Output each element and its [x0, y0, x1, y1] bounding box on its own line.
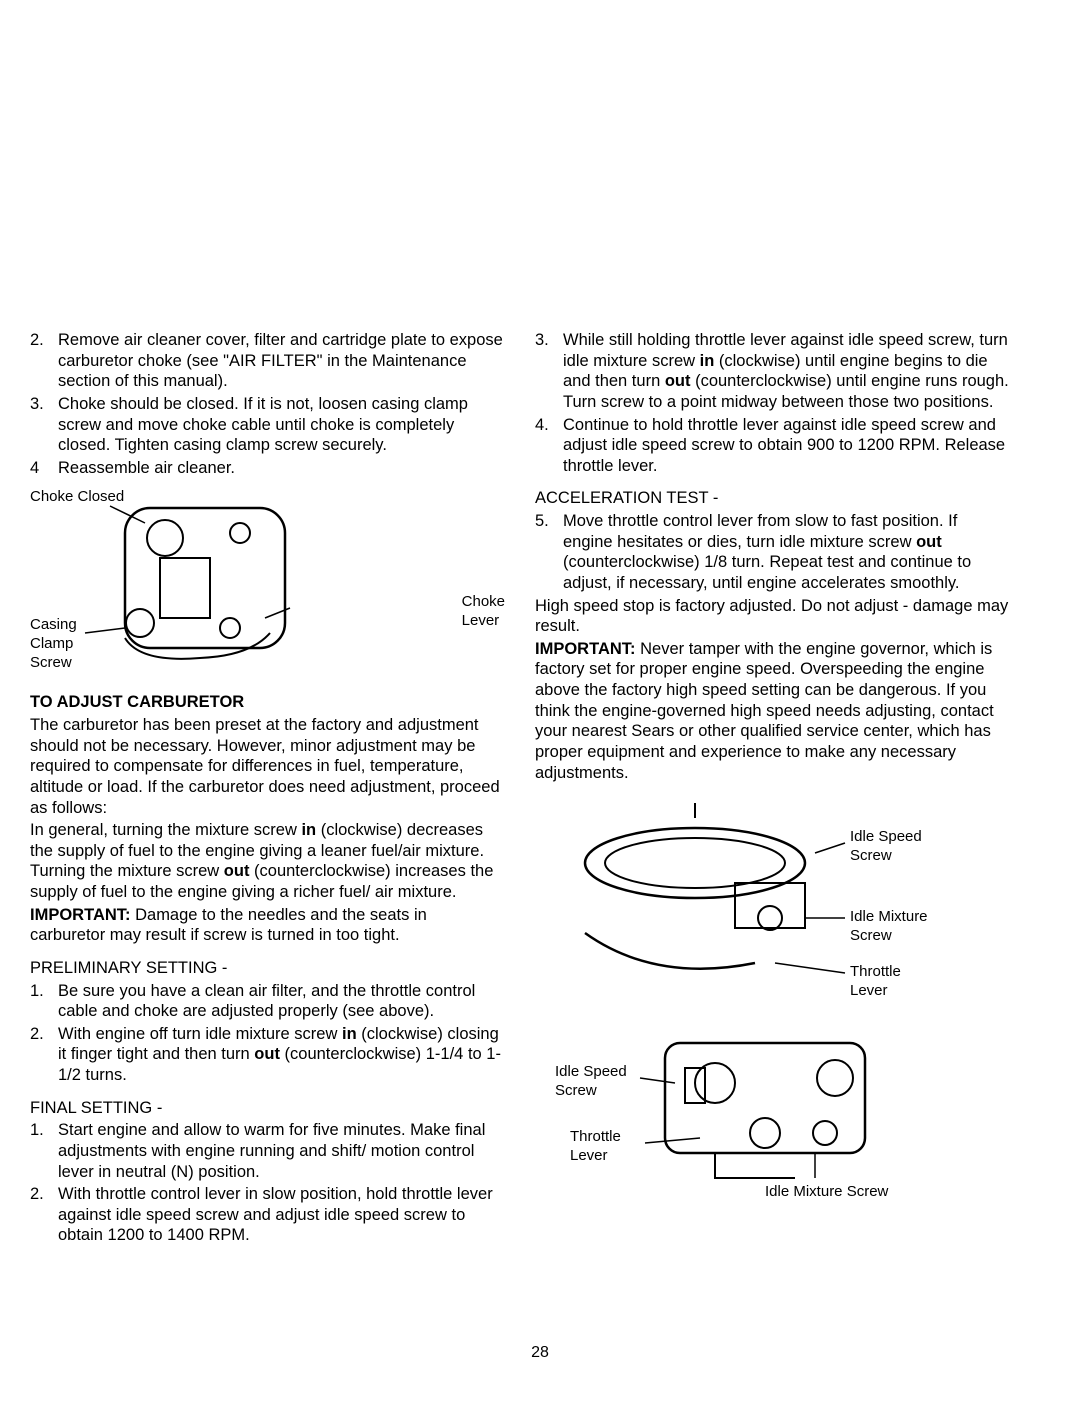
left-list-a: 2. Remove air cleaner cover, filter and … [30, 330, 505, 478]
heading-adjust-carburetor: TO ADJUST CARBURETOR [30, 692, 505, 713]
acceleration-test-heading: ACCELERATION TEST - [535, 488, 1010, 509]
list-item: 5. Move throttle control lever from slow… [535, 511, 1010, 594]
carburetor-top-diagram: Idle Speed Screw Idle Mixture Screw Thro… [535, 803, 1010, 1003]
para-important-governor: IMPORTANT: Never tamper with the engine … [535, 639, 1010, 783]
list-item: 1. Be sure you have a clean air filter, … [30, 981, 505, 1022]
list-item: 3. While still holding throttle lever ag… [535, 330, 1010, 413]
list-number: 2. [30, 1184, 58, 1246]
label-idle-speed-screw: Idle Speed Screw [555, 1063, 627, 1101]
right-column: 3. While still holding throttle lever ag… [535, 330, 1020, 1248]
label-idle-mixture-screw: Idle Mixture Screw [765, 1183, 888, 1202]
list-text: Choke should be closed. If it is not, lo… [58, 394, 505, 456]
list-text: While still holding throttle lever again… [563, 330, 1010, 413]
label-throttle-lever: Throttle Lever [850, 963, 901, 1001]
list-text: With throttle control lever in slow posi… [58, 1184, 505, 1246]
list-number: 4 [30, 458, 58, 479]
list-number: 3. [30, 394, 58, 456]
important-label: IMPORTANT: [535, 640, 636, 658]
list-item: 2. Remove air cleaner cover, filter and … [30, 330, 505, 392]
bold-out: out [665, 372, 691, 390]
manual-page: 2. Remove air cleaner cover, filter and … [0, 0, 1080, 1402]
label-choke-lever: Choke Lever [462, 593, 505, 631]
list-number: 5. [535, 511, 563, 594]
left-column: 2. Remove air cleaner cover, filter and … [30, 330, 505, 1248]
label-casing-clamp-screw: Casing Clamp Screw [30, 616, 77, 672]
text: (counterclockwise) 1/8 turn. Repeat test… [563, 553, 971, 592]
list-text: Reassemble air cleaner. [58, 458, 505, 479]
prelim-list: 1. Be sure you have a clean air filter, … [30, 981, 505, 1086]
bold-out: out [254, 1045, 280, 1063]
list-text: With engine off turn idle mixture screw … [58, 1024, 505, 1086]
list-item: 1. Start engine and allow to warm for fi… [30, 1120, 505, 1182]
important-label: IMPORTANT: [30, 906, 131, 924]
bold-in: in [342, 1025, 357, 1043]
list-item: 2. With throttle control lever in slow p… [30, 1184, 505, 1246]
list-text: Be sure you have a clean air filter, and… [58, 981, 505, 1022]
text: Move throttle control lever from slow to… [563, 512, 957, 551]
list-item: 2. With engine off turn idle mixture scr… [30, 1024, 505, 1086]
carburetor-top-svg [535, 803, 995, 1003]
label-idle-speed-screw: Idle Speed Screw [850, 828, 922, 866]
list-text: Start engine and allow to warm for five … [58, 1120, 505, 1182]
para-highspeed: High speed stop is factory adjusted. Do … [535, 596, 1010, 637]
accel-list: 5. Move throttle control lever from slow… [535, 511, 1010, 594]
bold-out: out [916, 533, 942, 551]
para-general: In general, turning the mixture screw in… [30, 820, 505, 903]
list-text: Continue to hold throttle lever against … [563, 415, 1010, 477]
page-number: 28 [0, 1344, 1080, 1362]
final-setting-heading: FINAL SETTING - [30, 1098, 505, 1119]
list-number: 4. [535, 415, 563, 477]
list-item: 3. Choke should be closed. If it is not,… [30, 394, 505, 456]
label-idle-mixture-screw: Idle Mixture Screw [850, 908, 928, 946]
para-adjust-intro: The carburetor has been preset at the fa… [30, 715, 505, 818]
list-number: 1. [30, 981, 58, 1022]
para-important: IMPORTANT: Damage to the needles and the… [30, 905, 505, 946]
list-text: Move throttle control lever from slow to… [563, 511, 1010, 594]
important-text: Never tamper with the engine governor, w… [535, 640, 994, 782]
right-list-a: 3. While still holding throttle lever ag… [535, 330, 1010, 476]
text: In general, turning the mixture screw [30, 821, 301, 839]
label-choke-closed: Choke Closed [30, 488, 124, 507]
list-text: Remove air cleaner cover, filter and car… [58, 330, 505, 392]
bold-out: out [224, 862, 250, 880]
list-number: 2. [30, 330, 58, 392]
list-number: 2. [30, 1024, 58, 1086]
choke-diagram: Choke Closed Choke Lever Casing Clamp Sc… [30, 488, 505, 678]
bold-in: in [700, 352, 715, 370]
final-list: 1. Start engine and allow to warm for fi… [30, 1120, 505, 1246]
preliminary-setting-heading: PRELIMINARY SETTING - [30, 958, 505, 979]
list-number: 1. [30, 1120, 58, 1182]
text: Be sure you have a clean air filter, and… [58, 982, 475, 1021]
list-item: 4 Reassemble air cleaner. [30, 458, 505, 479]
two-column-layout: 2. Remove air cleaner cover, filter and … [30, 330, 1020, 1248]
list-item: 4. Continue to hold throttle lever again… [535, 415, 1010, 477]
bold-in: in [301, 821, 316, 839]
text: With engine off turn idle mixture screw [58, 1025, 342, 1043]
label-throttle-lever: Throttle Lever [570, 1128, 621, 1166]
list-number: 3. [535, 330, 563, 413]
carburetor-side-diagram: Idle Speed Screw Throttle Lever Idle Mix… [535, 1013, 1010, 1213]
